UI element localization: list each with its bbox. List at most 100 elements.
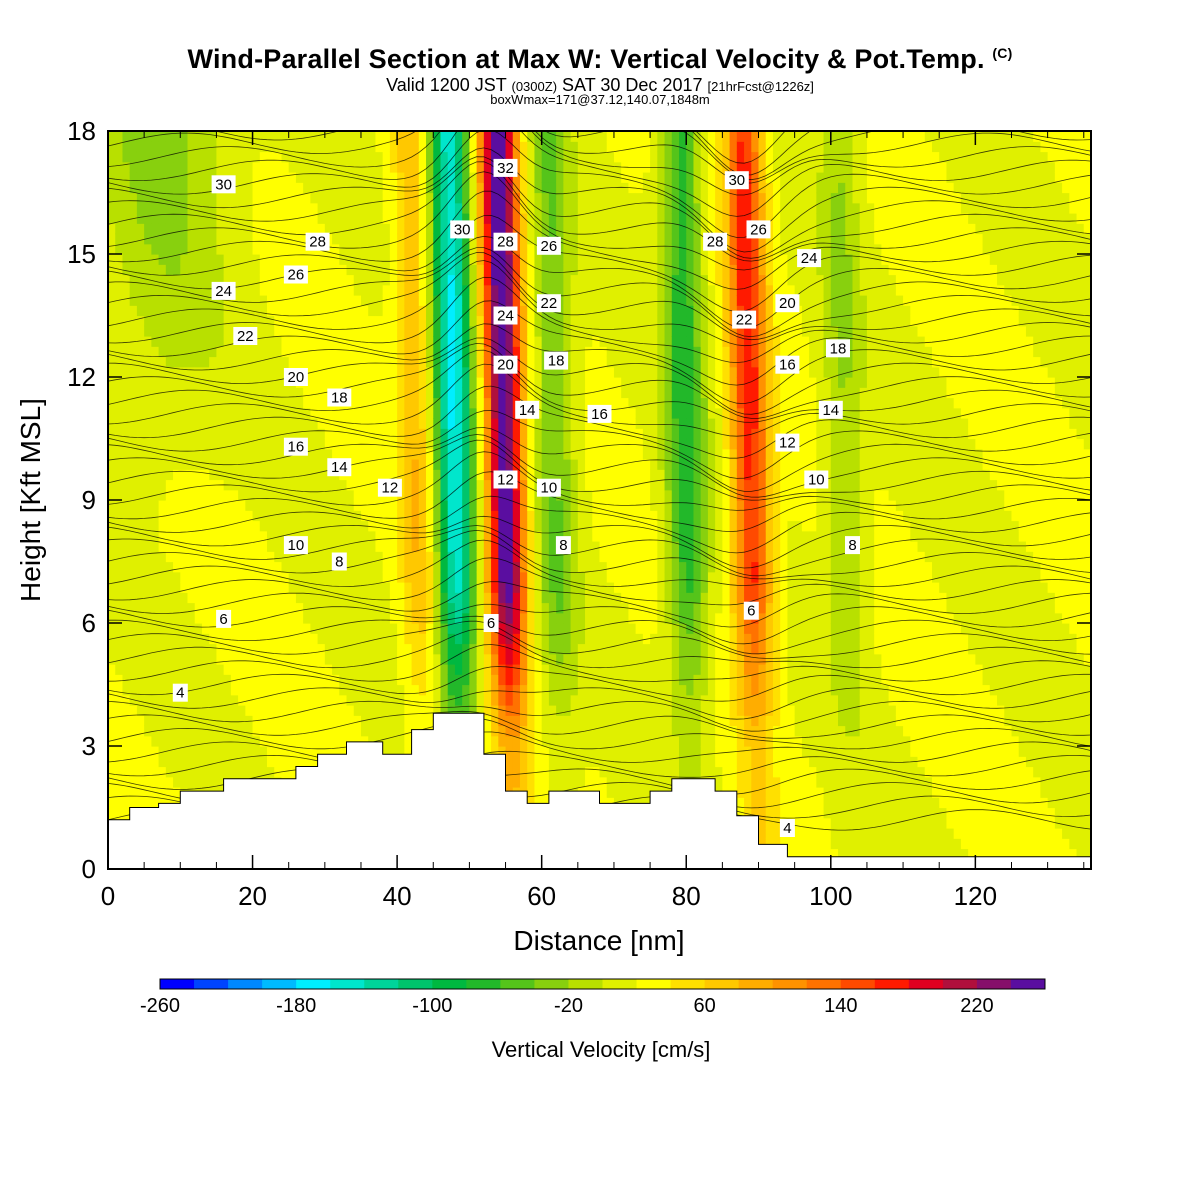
field-cell bbox=[339, 694, 348, 706]
field-cell bbox=[585, 295, 593, 306]
field-cell bbox=[115, 233, 124, 245]
field-cell bbox=[563, 746, 572, 757]
field-cell bbox=[375, 664, 384, 675]
field-cell bbox=[585, 612, 593, 624]
field-cell bbox=[310, 192, 319, 204]
field-cell bbox=[360, 315, 369, 327]
field-cell bbox=[288, 694, 297, 706]
field-cell bbox=[129, 797, 138, 809]
field-cell bbox=[505, 377, 514, 388]
field-cell bbox=[462, 131, 470, 142]
field-cell bbox=[411, 479, 420, 491]
field-cell bbox=[122, 500, 131, 511]
field-cell bbox=[115, 766, 124, 778]
field-cell bbox=[339, 325, 348, 337]
field-cell bbox=[288, 202, 297, 214]
field-cell bbox=[187, 653, 196, 665]
field-cell bbox=[194, 602, 203, 614]
field-cell bbox=[151, 530, 160, 542]
field-cell bbox=[469, 633, 478, 645]
field-cell bbox=[108, 182, 116, 194]
field-cell bbox=[389, 131, 398, 142]
field-cell bbox=[519, 141, 528, 153]
field-cell bbox=[180, 397, 189, 409]
field-cell bbox=[556, 571, 564, 583]
field-cell bbox=[324, 479, 333, 491]
field-cell bbox=[267, 418, 275, 429]
field-cell bbox=[201, 438, 210, 450]
field-cell bbox=[281, 141, 290, 153]
field-cell bbox=[295, 141, 304, 153]
field-cell bbox=[541, 715, 550, 727]
field-cell bbox=[353, 653, 362, 665]
field-cell bbox=[418, 520, 427, 532]
field-cell bbox=[209, 489, 218, 501]
field-cell bbox=[505, 500, 514, 511]
field-cell bbox=[426, 643, 434, 655]
field-cell bbox=[252, 254, 261, 265]
field-cell bbox=[491, 705, 499, 716]
field-cell bbox=[173, 756, 181, 768]
field-cell bbox=[534, 274, 543, 286]
field-cell bbox=[375, 428, 384, 440]
field-cell bbox=[462, 623, 470, 634]
field-cell bbox=[505, 151, 514, 163]
field-cell bbox=[389, 161, 398, 173]
field-cell bbox=[230, 612, 239, 624]
field-cell bbox=[180, 653, 189, 665]
field-cell bbox=[519, 356, 528, 368]
field-cell bbox=[505, 735, 514, 747]
field-cell bbox=[592, 274, 601, 286]
field-cell bbox=[317, 735, 326, 747]
field-cell bbox=[519, 623, 528, 634]
field-cell bbox=[310, 664, 319, 675]
field-cell bbox=[122, 674, 131, 686]
field-cell bbox=[512, 387, 521, 399]
field-cell bbox=[144, 551, 152, 563]
field-cell bbox=[476, 213, 485, 224]
field-cell bbox=[585, 305, 593, 317]
field-cell bbox=[418, 182, 427, 194]
field-cell bbox=[418, 551, 427, 563]
field-cell bbox=[556, 715, 564, 727]
field-cell bbox=[267, 356, 275, 368]
field-cell bbox=[317, 254, 326, 265]
field-cell bbox=[577, 202, 586, 214]
field-cell bbox=[570, 213, 579, 224]
field-cell bbox=[447, 479, 456, 491]
field-cell bbox=[418, 233, 427, 245]
field-cell bbox=[187, 479, 196, 491]
field-cell bbox=[209, 346, 218, 358]
field-cell bbox=[274, 530, 283, 542]
field-cell bbox=[194, 438, 203, 450]
field-cell bbox=[418, 653, 427, 665]
field-cell bbox=[281, 346, 290, 358]
field-cell bbox=[332, 438, 340, 450]
field-cell bbox=[158, 192, 167, 204]
field-cell bbox=[180, 551, 189, 563]
field-cell bbox=[440, 520, 449, 532]
field-cell bbox=[252, 438, 261, 450]
field-cell bbox=[332, 510, 340, 522]
field-cell bbox=[122, 735, 131, 747]
field-cell bbox=[324, 254, 333, 265]
field-cell bbox=[346, 366, 355, 378]
field-cell bbox=[585, 479, 593, 491]
field-cell bbox=[433, 510, 442, 522]
field-cell bbox=[122, 151, 131, 163]
field-cell bbox=[397, 161, 405, 173]
field-cell bbox=[527, 633, 536, 645]
field-cell bbox=[375, 223, 384, 235]
field-cell bbox=[382, 182, 391, 194]
field-cell bbox=[303, 254, 311, 265]
field-cell bbox=[281, 489, 290, 501]
field-cell bbox=[353, 551, 362, 563]
field-cell bbox=[353, 325, 362, 337]
field-cell bbox=[382, 254, 391, 265]
field-cell bbox=[519, 336, 528, 347]
field-cell bbox=[512, 571, 521, 583]
field-cell bbox=[180, 366, 189, 378]
field-cell bbox=[476, 582, 485, 593]
field-cell bbox=[209, 438, 218, 450]
field-cell bbox=[194, 274, 203, 286]
